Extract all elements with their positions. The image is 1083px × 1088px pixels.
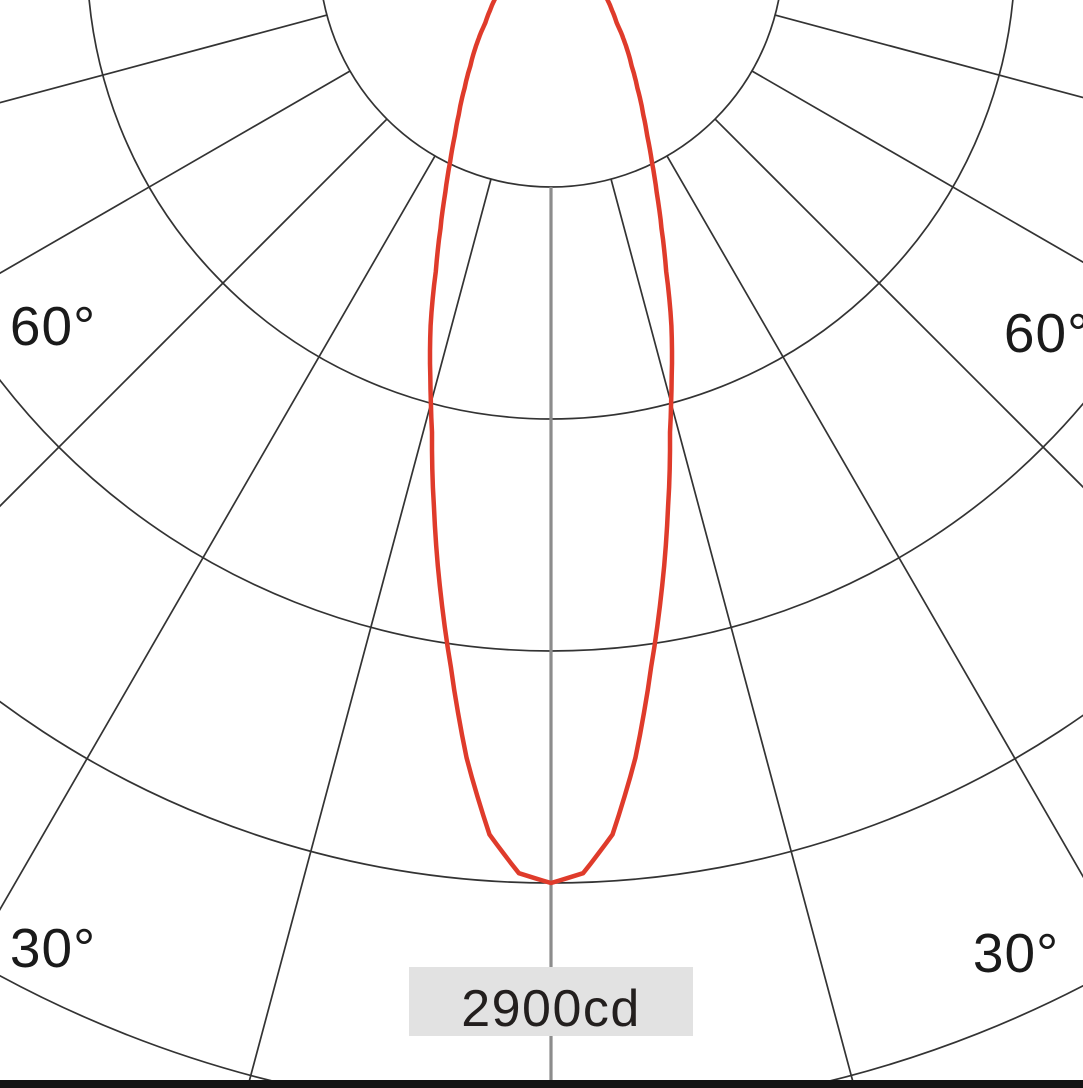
angle-gridline-15deg-left (246, 178, 492, 1088)
angle-label-60-right: 60° (1004, 302, 1083, 364)
angle-gridline-45deg-left (0, 118, 388, 508)
angle-gridline-45deg-right (714, 118, 1083, 489)
intensity-curve-layer (427, 0, 675, 886)
intensity-gridline-arc-2900cd (0, 700, 1083, 884)
angle-label-60-left: 60° (10, 295, 96, 357)
angle-label-30-right: 30° (973, 922, 1059, 984)
angle-gridline-60deg-left (0, 70, 351, 275)
intensity-gridline-arc-725cd (322, 0, 780, 188)
angle-gridline-60deg-right (751, 70, 1083, 264)
bottom-border-bar (0, 1080, 1083, 1088)
angle-gridline-75deg-left (0, 14, 328, 104)
luminous-intensity-curve (427, 0, 675, 886)
peak-intensity-label: 2900cd (461, 980, 641, 1038)
angle-label-30-left: 30° (10, 917, 96, 979)
angle-gridline-30deg-left (0, 155, 436, 912)
peak-intensity-badge (409, 967, 693, 1036)
angle-gridline-30deg-right (666, 155, 1083, 879)
angle-gridline-75deg-right (774, 14, 1083, 99)
angle-gridline-15deg-right (610, 178, 856, 1088)
